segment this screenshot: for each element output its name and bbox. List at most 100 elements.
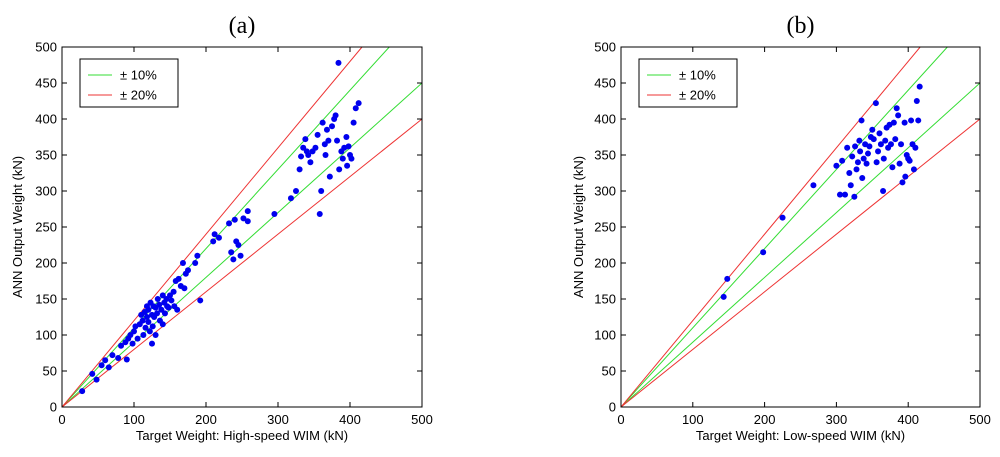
reference-line-pm10-upper	[621, 47, 948, 407]
y-tick-label: 150	[594, 292, 616, 307]
data-point	[870, 136, 877, 143]
data-point	[145, 306, 152, 313]
data-point	[152, 332, 159, 338]
data-point	[307, 159, 314, 166]
data-point	[325, 137, 332, 144]
data-point	[316, 211, 323, 218]
data-point	[302, 136, 309, 143]
data-point	[140, 332, 147, 338]
data-point	[854, 159, 861, 166]
data-point	[185, 267, 191, 274]
data-point	[724, 275, 731, 282]
legend-box	[79, 58, 179, 108]
data-point	[332, 112, 339, 119]
x-tick-label: 300	[826, 412, 848, 427]
data-point	[161, 310, 168, 317]
data-point	[857, 148, 864, 155]
y-tick-label: 400	[35, 112, 57, 127]
data-point	[844, 144, 851, 151]
data-point	[779, 214, 786, 221]
data-point	[842, 191, 849, 198]
data-point	[175, 275, 182, 282]
data-point	[880, 155, 887, 162]
data-point	[296, 166, 303, 173]
data-point	[339, 155, 346, 162]
data-point	[890, 119, 897, 126]
data-point	[235, 242, 242, 248]
data-point	[889, 164, 896, 171]
data-point	[105, 364, 112, 371]
data-point	[853, 166, 860, 173]
data-point	[902, 173, 909, 180]
data-point	[877, 141, 884, 148]
legend-label-pm20: ± 20%	[679, 88, 716, 103]
data-point	[875, 148, 882, 155]
reference-line-pm20-lower	[621, 118, 980, 407]
data-point	[179, 260, 186, 266]
data-point	[912, 144, 919, 151]
data-point	[893, 105, 900, 112]
data-point	[860, 155, 867, 162]
y-tick-label: 100	[594, 328, 616, 343]
legend: ± 10% ± 20%	[79, 58, 179, 108]
data-point	[240, 215, 247, 222]
data-point	[131, 328, 137, 335]
y-tick-label: 50	[602, 364, 616, 379]
data-point	[833, 162, 840, 169]
data-point	[115, 355, 122, 362]
y-tick-label: 400	[594, 112, 616, 127]
data-point	[293, 188, 299, 194]
y-tick-label: 0	[50, 400, 57, 415]
data-point	[142, 324, 149, 331]
reference-line-pm20-upper	[621, 47, 921, 407]
data-point	[231, 216, 238, 223]
data-point	[192, 260, 199, 266]
data-point	[913, 98, 920, 104]
data-point	[181, 285, 188, 292]
data-point	[154, 296, 161, 302]
x-tick-label: 400	[339, 412, 361, 427]
data-point	[898, 141, 905, 148]
data-point	[839, 157, 846, 164]
data-point	[847, 182, 854, 189]
data-point	[836, 191, 843, 198]
data-point	[165, 304, 172, 311]
data-point	[908, 117, 915, 124]
data-point	[98, 362, 105, 369]
data-point	[760, 249, 767, 256]
data-point	[149, 323, 156, 330]
chart-panel-1: 0 100 200 300 400 500 0 50 100 150 200 250 300 350 400…	[10, 13, 433, 443]
data-point	[146, 328, 153, 335]
data-point	[230, 256, 237, 263]
x-tick-label: 100	[682, 412, 704, 427]
y-axis-label: ANN Output Weight (kN)	[571, 156, 586, 298]
data-point	[869, 126, 876, 133]
y-tick-label: 250	[35, 220, 57, 235]
y-tick-label: 150	[35, 292, 57, 307]
data-point	[159, 321, 166, 328]
data-point	[906, 157, 913, 164]
data-point	[334, 137, 341, 144]
data-point	[319, 119, 326, 126]
x-tick-label: 500	[969, 412, 991, 427]
data-point	[228, 249, 235, 256]
data-point	[352, 105, 359, 112]
reference-line-pm10-lower	[621, 82, 980, 407]
data-point	[859, 175, 866, 182]
data-point	[244, 208, 251, 215]
data-point	[810, 182, 817, 189]
x-tick-label: 500	[411, 412, 433, 427]
data-point	[197, 297, 204, 304]
data-point	[849, 153, 856, 160]
data-point	[864, 150, 871, 157]
data-point	[876, 130, 883, 137]
legend: ± 10% ± 20%	[638, 58, 738, 108]
data-points	[720, 83, 923, 300]
y-tick-label: 350	[594, 148, 616, 163]
data-point	[915, 117, 922, 124]
data-point	[882, 137, 889, 144]
y-tick-label: 500	[594, 40, 616, 55]
legend-label-pm20: ± 20%	[120, 88, 157, 103]
data-point	[123, 356, 130, 363]
